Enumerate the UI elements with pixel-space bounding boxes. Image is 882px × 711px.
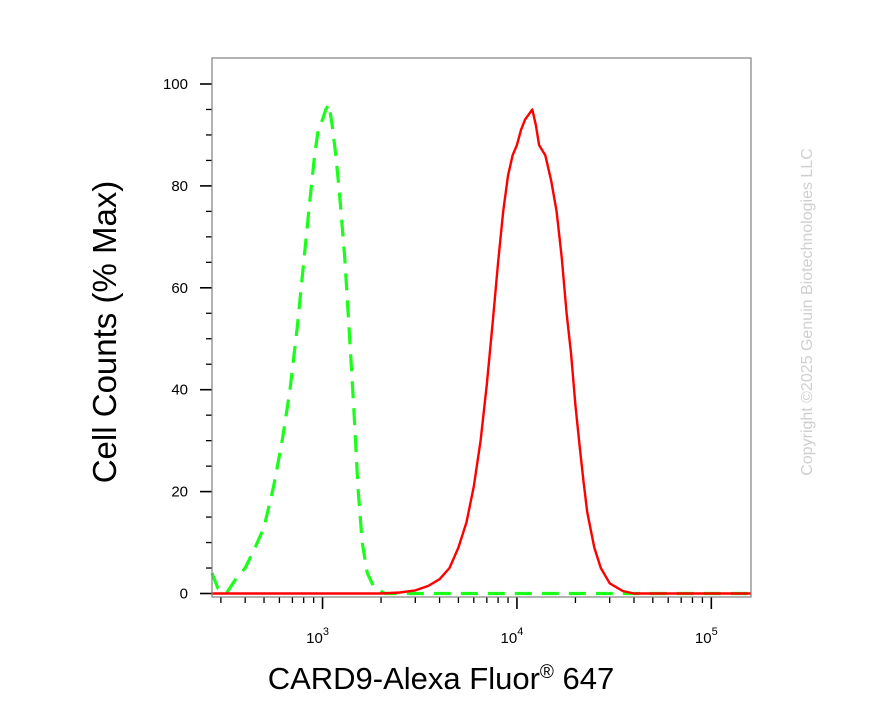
x-tick-label-base: 10: [695, 630, 712, 647]
x-axis-label-main: CARD9-Alexa Fluor: [268, 661, 540, 696]
y-tick-label: 40: [171, 382, 188, 399]
x-tick-label-base: 10: [501, 630, 518, 647]
x-tick-label-exponent: 3: [323, 626, 329, 638]
x-axis-label: CARD9-Alexa Fluor® 647: [268, 661, 615, 696]
x-tick-label-base: 10: [306, 630, 323, 647]
series-line-2: [212, 108, 751, 595]
x-tick-label-exponent: 5: [712, 626, 718, 638]
series-layer: [210, 102, 751, 596]
y-tick-label: 60: [171, 280, 188, 297]
copyright-watermark: Copyright ©2025 Genuin Biotechnologies L…: [799, 148, 816, 476]
x-tick-label: 103: [306, 626, 329, 647]
y-tick-layer: 0 20 40 60 80 100: [163, 76, 212, 603]
plot-frame: [211, 57, 752, 598]
series-line-1: [210, 102, 751, 596]
x-tick-label-exponent: 4: [517, 626, 523, 638]
y-tick-label: 20: [171, 484, 188, 501]
y-axis-label: Cell Counts (% Max): [86, 181, 123, 484]
x-tick-label: 105: [695, 626, 718, 647]
minor-tick-layer: [220, 597, 704, 603]
x-tick-label: 104: [501, 626, 524, 647]
y-tick-label: 80: [171, 178, 188, 195]
x-axis-label-registered: ®: [540, 662, 554, 683]
y-tick-label: 100: [163, 76, 188, 93]
x-tick-layer: 103 104 105: [306, 597, 718, 647]
y-tick-label: 0: [180, 586, 188, 603]
x-axis-label-suffix: 647: [554, 661, 614, 696]
